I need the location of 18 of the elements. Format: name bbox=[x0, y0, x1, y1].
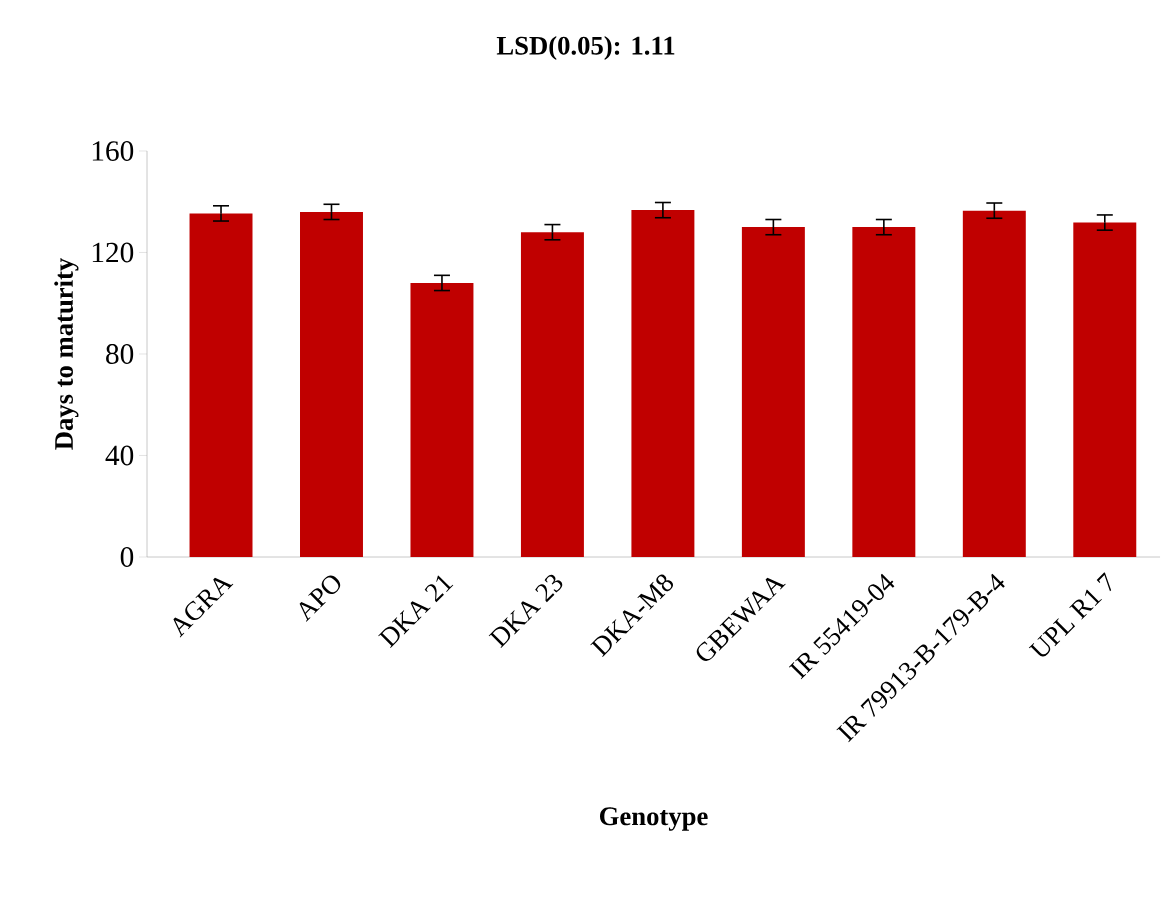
bar bbox=[410, 282, 474, 557]
bar bbox=[189, 213, 253, 557]
bar bbox=[852, 227, 916, 557]
x-axis-title: Genotype bbox=[600, 807, 708, 831]
y-tick-label: 160 bbox=[92, 141, 134, 161]
bar bbox=[520, 232, 584, 557]
bar bbox=[631, 210, 695, 557]
chart-title: LSD(0.05): 1.11 bbox=[496, 35, 675, 61]
bar bbox=[1073, 222, 1137, 557]
y-axis-title: Days to maturity bbox=[54, 258, 79, 450]
x-tick-label: UPL R1 7 bbox=[1028, 572, 1112, 657]
y-tick-label: 0 bbox=[120, 547, 134, 567]
y-tick-label: 80 bbox=[106, 344, 134, 364]
y-tick-label: 120 bbox=[92, 242, 134, 263]
y-tick-label: 40 bbox=[105, 445, 134, 466]
bar bbox=[300, 211, 363, 557]
bar bbox=[741, 227, 805, 557]
bar bbox=[962, 210, 1026, 557]
